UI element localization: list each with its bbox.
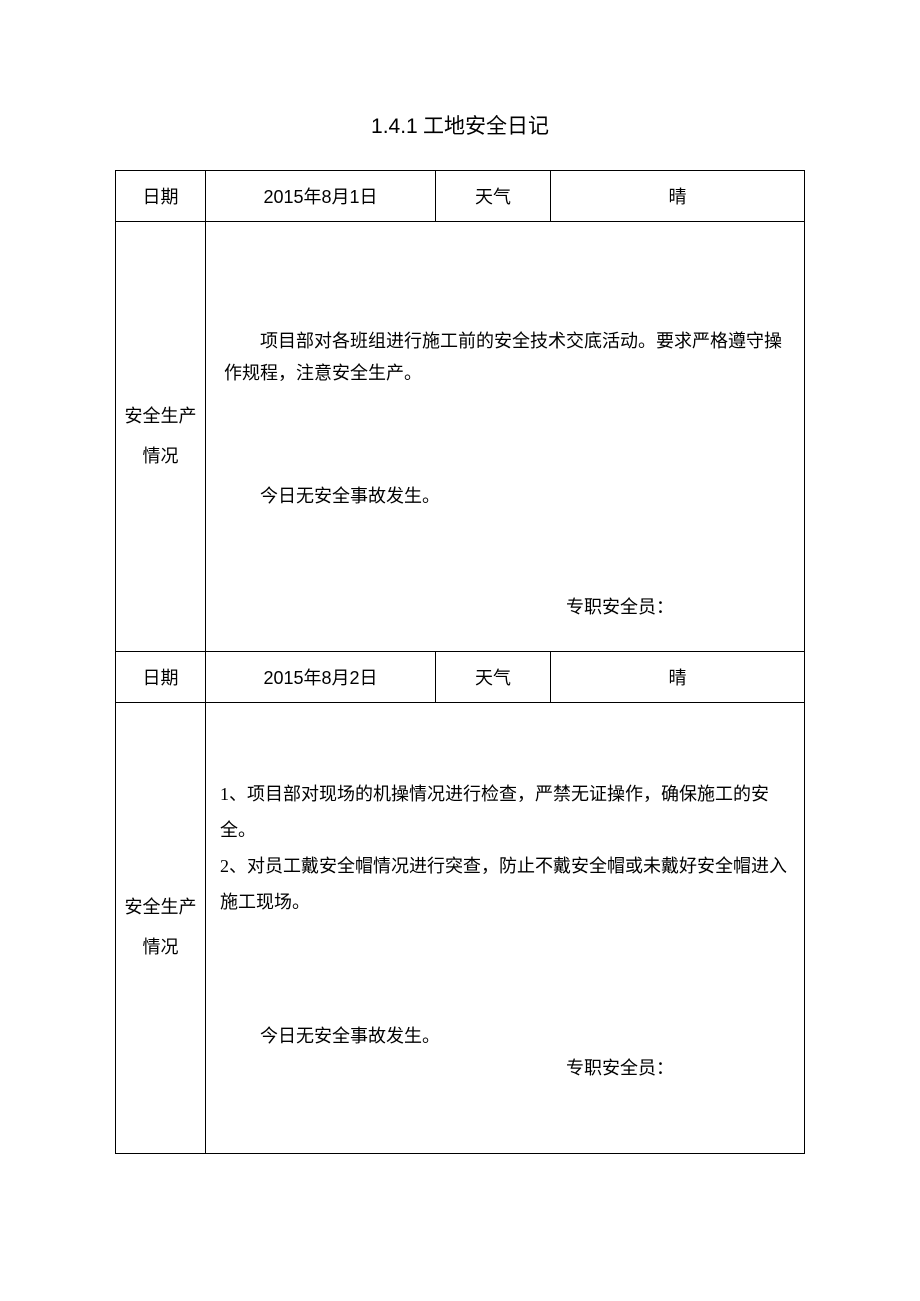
content-inner: 项目部对各班组进行施工前的安全技术交底活动。要求严格遵守操作规程，注意安全生产。… [206,222,804,651]
weather-label: 天气 [436,171,551,222]
officer-signature-line: 专职安全员： [216,591,794,633]
content-paragraph-2: 今日无安全事故发生。 [216,390,794,512]
entry-content-row: 安全生产情况 1、项目部对现场的机操情况进行检查，严禁无证操作，确保施工的安全。… [116,703,805,1154]
side-label: 安全生产情况 [116,222,206,652]
date-value: 2015年8月2日 [206,652,436,703]
entry-header-row: 日期 2015年8月2日 天气 晴 [116,652,805,703]
date-label: 日期 [116,652,206,703]
entry-content-row: 安全生产情况 项目部对各班组进行施工前的安全技术交底活动。要求严格遵守操作规程，… [116,222,805,652]
content-paragraph-1: 1、项目部对现场的机操情况进行检查，严禁无证操作，确保施工的安全。 2、对员工戴… [216,721,794,920]
title-number: 1.4.1 [371,115,418,138]
document-title: 1.4.1 工地安全日记 [115,110,805,140]
date-label: 日期 [116,171,206,222]
officer-signature-line: 专职安全员： [216,1052,794,1134]
content-paragraph-2: 今日无安全事故发生。 [216,920,794,1052]
entry-header-row: 日期 2015年8月1日 天气 晴 [116,171,805,222]
content-paragraph-1: 项目部对各班组进行施工前的安全技术交底活动。要求严格遵守操作规程，注意安全生产。 [216,240,794,390]
weather-value: 晴 [551,652,805,703]
content-cell: 项目部对各班组进行施工前的安全技术交底活动。要求严格遵守操作规程，注意安全生产。… [206,222,805,652]
side-label: 安全生产情况 [116,703,206,1154]
content-line-1: 1、项目部对现场的机操情况进行检查，严禁无证操作，确保施工的安全。 [220,776,790,848]
content-cell: 1、项目部对现场的机操情况进行检查，严禁无证操作，确保施工的安全。 2、对员工戴… [206,703,805,1154]
weather-label: 天气 [436,652,551,703]
content-line-2: 2、对员工戴安全帽情况进行突查，防止不戴安全帽或未戴好安全帽进入施工现场。 [220,848,790,920]
date-value: 2015年8月1日 [206,171,436,222]
safety-log-table: 日期 2015年8月1日 天气 晴 安全生产情况 项目部对各班组进行施工前的安全… [115,170,805,1154]
weather-value: 晴 [551,171,805,222]
title-text: 工地安全日记 [423,114,549,138]
content-inner: 1、项目部对现场的机操情况进行检查，严禁无证操作，确保施工的安全。 2、对员工戴… [206,703,804,1153]
